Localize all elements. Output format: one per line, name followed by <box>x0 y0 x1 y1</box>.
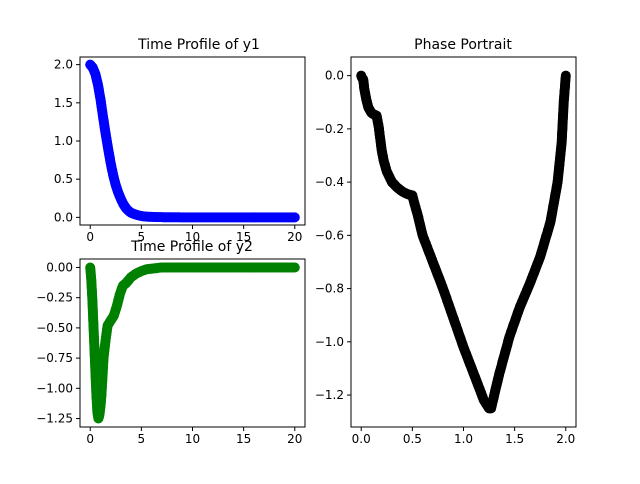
markers-y2 <box>85 262 300 424</box>
x-tick-label: 1.5 <box>505 432 524 446</box>
x-tick-label: 5 <box>138 230 146 244</box>
markers-phase <box>356 70 571 414</box>
y-tick-label: −0.6 <box>315 228 344 242</box>
x-tick-label: 0.5 <box>403 432 422 446</box>
x-tick-label: 0 <box>86 432 94 446</box>
title-y2: Time Profile of y2 <box>130 239 253 255</box>
x-tick-label: 0.0 <box>352 432 371 446</box>
x-tick-label: 10 <box>185 432 200 446</box>
x-tick-label: 10 <box>185 230 200 244</box>
y-tick-label: 1.5 <box>54 96 73 110</box>
y-tick-label: −1.00 <box>36 381 73 395</box>
x-tick-label: 5 <box>138 432 146 446</box>
y-tick-label: −0.2 <box>315 122 344 136</box>
y-tick-label: −1.2 <box>315 388 344 402</box>
y-tick-label: −1.0 <box>315 335 344 349</box>
x-tick-label: 15 <box>236 432 251 446</box>
y-tick-label: −0.4 <box>315 175 344 189</box>
subplot-phase-portrait: 0.0 0.5 1.0 1.5 2.0 −1.2 −1.0 −0.8 −0.6 −0.4 −0.2 0… <box>315 37 577 446</box>
title-y1: Time Profile of y1 <box>137 37 260 53</box>
y-tick-label: 0.0 <box>54 210 73 224</box>
data-point <box>560 70 571 81</box>
data-point <box>289 212 300 223</box>
y-tick-label: 1.0 <box>54 134 73 148</box>
title-phase-portrait: Phase Portrait <box>414 37 512 53</box>
x-tick-label: 2.0 <box>556 432 575 446</box>
data-point <box>289 262 300 273</box>
y-tick-label: −0.75 <box>36 351 73 365</box>
y-tick-label: 0.5 <box>54 172 73 186</box>
y-tick-label: 2.0 <box>54 58 73 72</box>
subplot-y1: 0 5 10 15 20 0.0 0.5 1.0 1.5 2.0 Time Profile of y… <box>54 37 306 244</box>
y-tick-label: −0.8 <box>315 282 344 296</box>
y-tick-label: 0.0 <box>325 69 344 83</box>
y-tick-label: −1.25 <box>36 412 73 426</box>
x-tick-label: 15 <box>236 230 251 244</box>
x-tick-label: 20 <box>287 432 302 446</box>
y-tick-label: −0.50 <box>36 321 73 335</box>
x-tick-label: 20 <box>287 230 302 244</box>
x-tick-label: 1.0 <box>454 432 473 446</box>
x-tick-label: 0 <box>86 230 94 244</box>
y-tick-label: −0.25 <box>36 291 73 305</box>
subplot-y2: 0 5 10 15 20 −1.25 −1.00 −0.75 −0.50 −0.25 0.00 Tim… <box>36 239 306 446</box>
markers-y1 <box>85 59 300 223</box>
y-tick-label: 0.00 <box>46 260 73 274</box>
